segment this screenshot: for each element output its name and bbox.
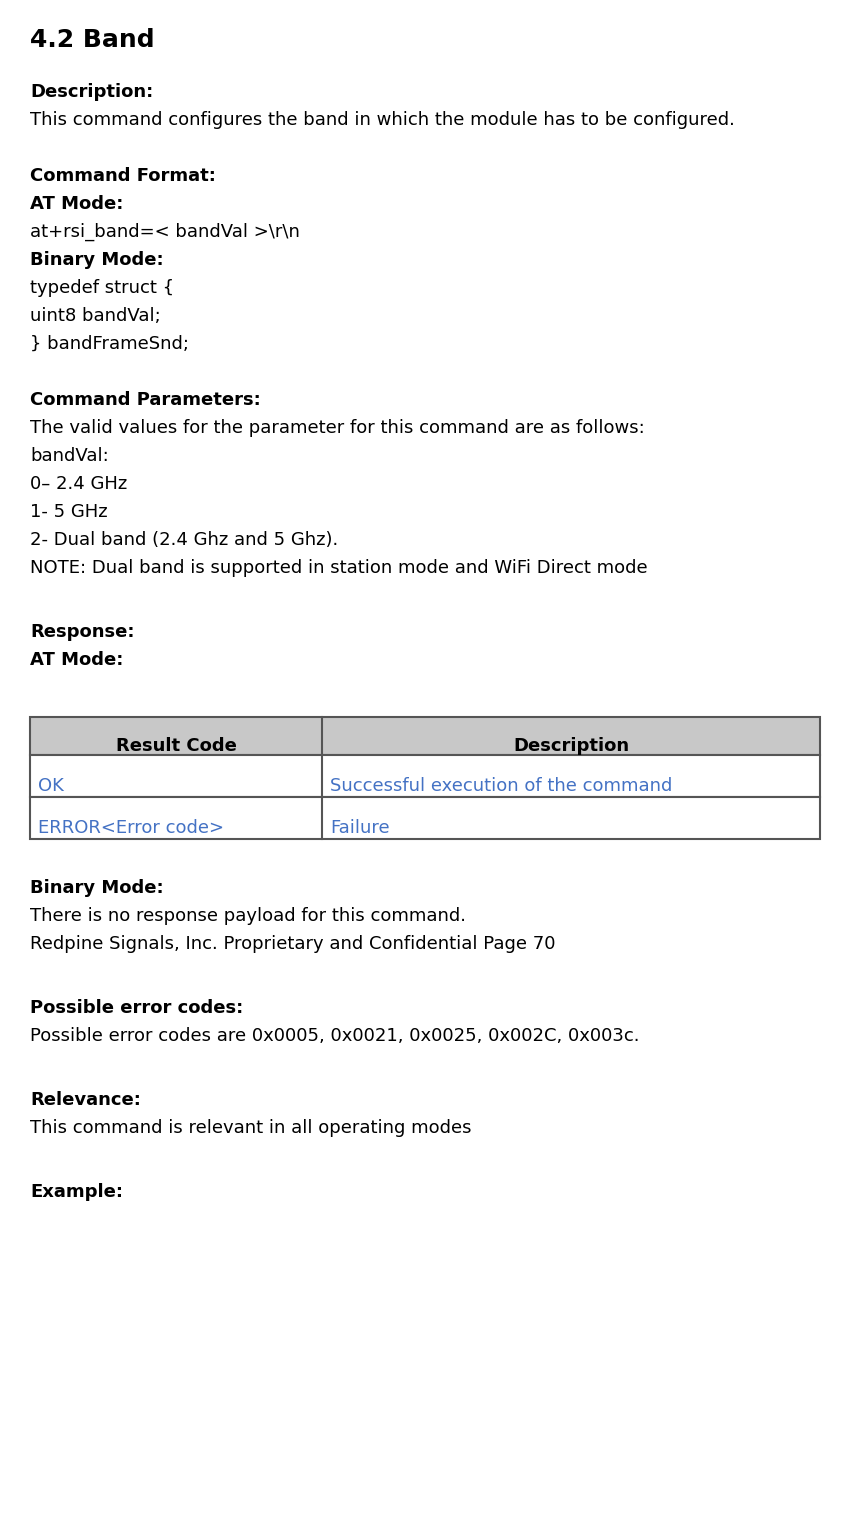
Text: uint8 bandVal;: uint8 bandVal;	[30, 307, 161, 325]
Text: bandVal:: bandVal:	[30, 448, 109, 465]
Text: 0– 2.4 GHz: 0– 2.4 GHz	[30, 475, 128, 494]
Text: Relevance:: Relevance:	[30, 1091, 141, 1109]
Text: 1- 5 GHz: 1- 5 GHz	[30, 503, 107, 521]
Bar	[30, 798, 820, 839]
Text: typedef struct {: typedef struct {	[30, 280, 174, 296]
Text: 4.2 Band: 4.2 Band	[30, 28, 155, 52]
Text: Redpine Signals, Inc. Proprietary and Confidential Page 70: Redpine Signals, Inc. Proprietary and Co…	[30, 935, 556, 953]
Bar	[30, 755, 820, 798]
Bar	[30, 717, 820, 755]
Text: AT Mode:: AT Mode:	[30, 196, 123, 212]
Text: OK: OK	[38, 778, 64, 795]
Text: Binary Mode:: Binary Mode:	[30, 879, 163, 897]
Text: Response:: Response:	[30, 623, 134, 642]
Text: There is no response payload for this command.: There is no response payload for this co…	[30, 908, 466, 924]
Text: } bandFrameSnd;: } bandFrameSnd;	[30, 335, 189, 353]
Text: NOTE: Dual band is supported in station mode and WiFi Direct mode: NOTE: Dual band is supported in station …	[30, 559, 648, 578]
Text: Possible error codes are 0x0005, 0x0021, 0x0025, 0x002C, 0x003c.: Possible error codes are 0x0005, 0x0021,…	[30, 1027, 639, 1045]
Text: AT Mode:: AT Mode:	[30, 651, 123, 669]
Text: Binary Mode:: Binary Mode:	[30, 251, 163, 269]
Text: Successful execution of the command: Successful execution of the command	[330, 778, 672, 795]
Text: This command is relevant in all operating modes: This command is relevant in all operatin…	[30, 1118, 471, 1137]
Text: The valid values for the parameter for this command are as follows:: The valid values for the parameter for t…	[30, 419, 645, 437]
Text: Example:: Example:	[30, 1183, 123, 1201]
Text: This command configures the band in which the module has to be configured.: This command configures the band in whic…	[30, 112, 735, 128]
Text: Possible error codes:: Possible error codes:	[30, 999, 243, 1018]
Text: Command Format:: Command Format:	[30, 167, 216, 185]
Text: at+rsi_band=< bandVal >\r\n: at+rsi_band=< bandVal >\r\n	[30, 223, 300, 241]
Text: 2- Dual band (2.4 Ghz and 5 Ghz).: 2- Dual band (2.4 Ghz and 5 Ghz).	[30, 532, 338, 549]
Text: ERROR<Error code>: ERROR<Error code>	[38, 819, 224, 837]
Text: Result Code: Result Code	[116, 736, 237, 755]
Text: Description:: Description:	[30, 83, 153, 101]
Text: Description: Description	[513, 736, 629, 755]
Text: Command Parameters:: Command Parameters:	[30, 391, 260, 410]
Text: Failure: Failure	[330, 819, 390, 837]
